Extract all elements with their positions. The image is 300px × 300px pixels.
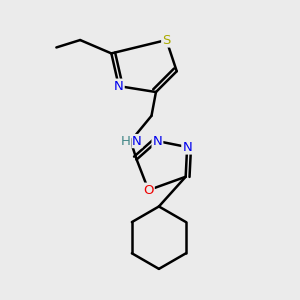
Text: N: N: [114, 80, 124, 93]
Text: N: N: [132, 135, 142, 148]
Text: H: H: [121, 135, 131, 148]
Text: O: O: [143, 184, 154, 196]
Text: N: N: [182, 140, 192, 154]
Text: N: N: [153, 135, 162, 148]
Text: S: S: [162, 34, 170, 46]
